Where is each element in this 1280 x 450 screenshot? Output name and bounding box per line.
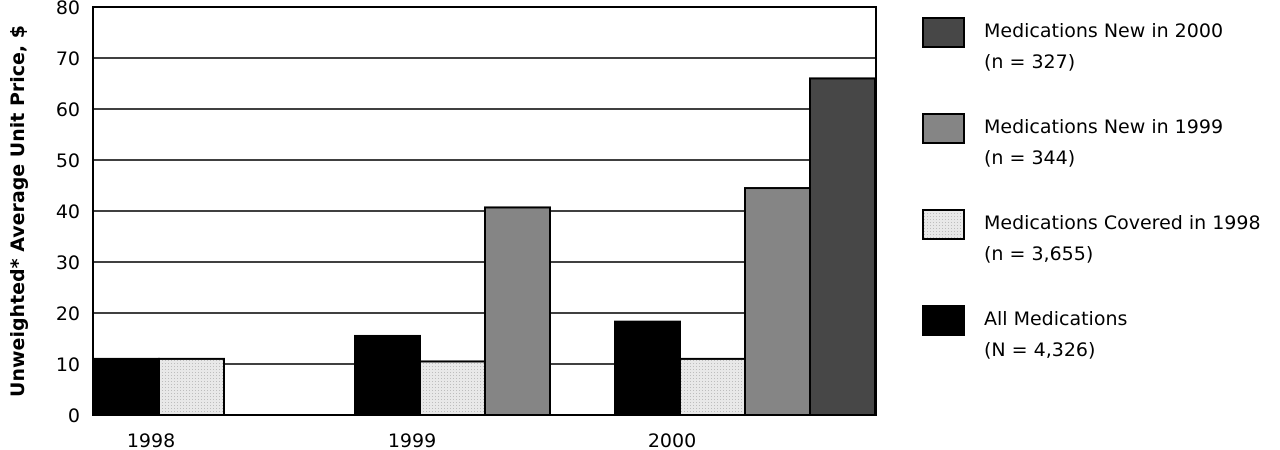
y-axis-label: Unweighted* Average Unit Price, $ xyxy=(7,25,29,397)
bar-2000-series-1 xyxy=(679,357,746,416)
legend-swatch xyxy=(922,209,965,240)
y-tick-label: 0 xyxy=(68,405,80,427)
y-tick-label: 80 xyxy=(56,0,80,19)
bar-1999-series-0 xyxy=(354,334,421,417)
legend-series-name: Medications Covered in 1998 xyxy=(984,212,1261,234)
bars xyxy=(93,77,876,417)
bar-1998-series-1 xyxy=(158,357,225,416)
bar-2000-series-2 xyxy=(744,187,811,416)
bar-1999-series-2 xyxy=(484,206,551,416)
y-tick-label: 20 xyxy=(56,303,80,325)
y-tick-label: 50 xyxy=(56,150,80,172)
legend-series-name: Medications New in 1999 xyxy=(984,116,1223,138)
bar-1999-series-1 xyxy=(419,360,486,417)
bar-2000-series-0 xyxy=(614,320,681,417)
legend: Medications New in 2000 (n = 327) Medicati… xyxy=(922,17,1261,361)
x-tick-label: 1998 xyxy=(127,430,175,450)
legend-swatch xyxy=(922,17,965,48)
legend-series-count: (n = 344) xyxy=(984,147,1075,169)
y-tick-label: 30 xyxy=(56,252,80,274)
legend-series-count: (n = 327) xyxy=(984,51,1075,73)
y-tick-label: 10 xyxy=(56,354,80,376)
y-tick-label: 60 xyxy=(56,99,80,121)
y-tick-label: 40 xyxy=(56,201,80,223)
bar-2000-series-3 xyxy=(809,77,876,417)
legend-swatch xyxy=(922,113,965,144)
legend-swatch xyxy=(922,305,965,336)
x-tick-label: 1999 xyxy=(388,430,436,450)
legend-series-count: (N = 4,326) xyxy=(984,339,1095,361)
bar-1998-series-0 xyxy=(93,357,160,416)
plot-frame xyxy=(92,6,877,416)
legend-series-name: All Medications xyxy=(984,308,1127,330)
y-axis-ticks: 0 10 20 30 40 50 60 70 80 xyxy=(56,0,80,427)
y-tick-label: 70 xyxy=(56,48,80,70)
x-tick-label: 2000 xyxy=(648,430,696,450)
legend-series-count: (n = 3,655) xyxy=(984,243,1093,265)
legend-series-name: Medications New in 2000 xyxy=(984,20,1223,42)
x-axis-ticks: 1998 1999 2000 xyxy=(127,430,696,450)
